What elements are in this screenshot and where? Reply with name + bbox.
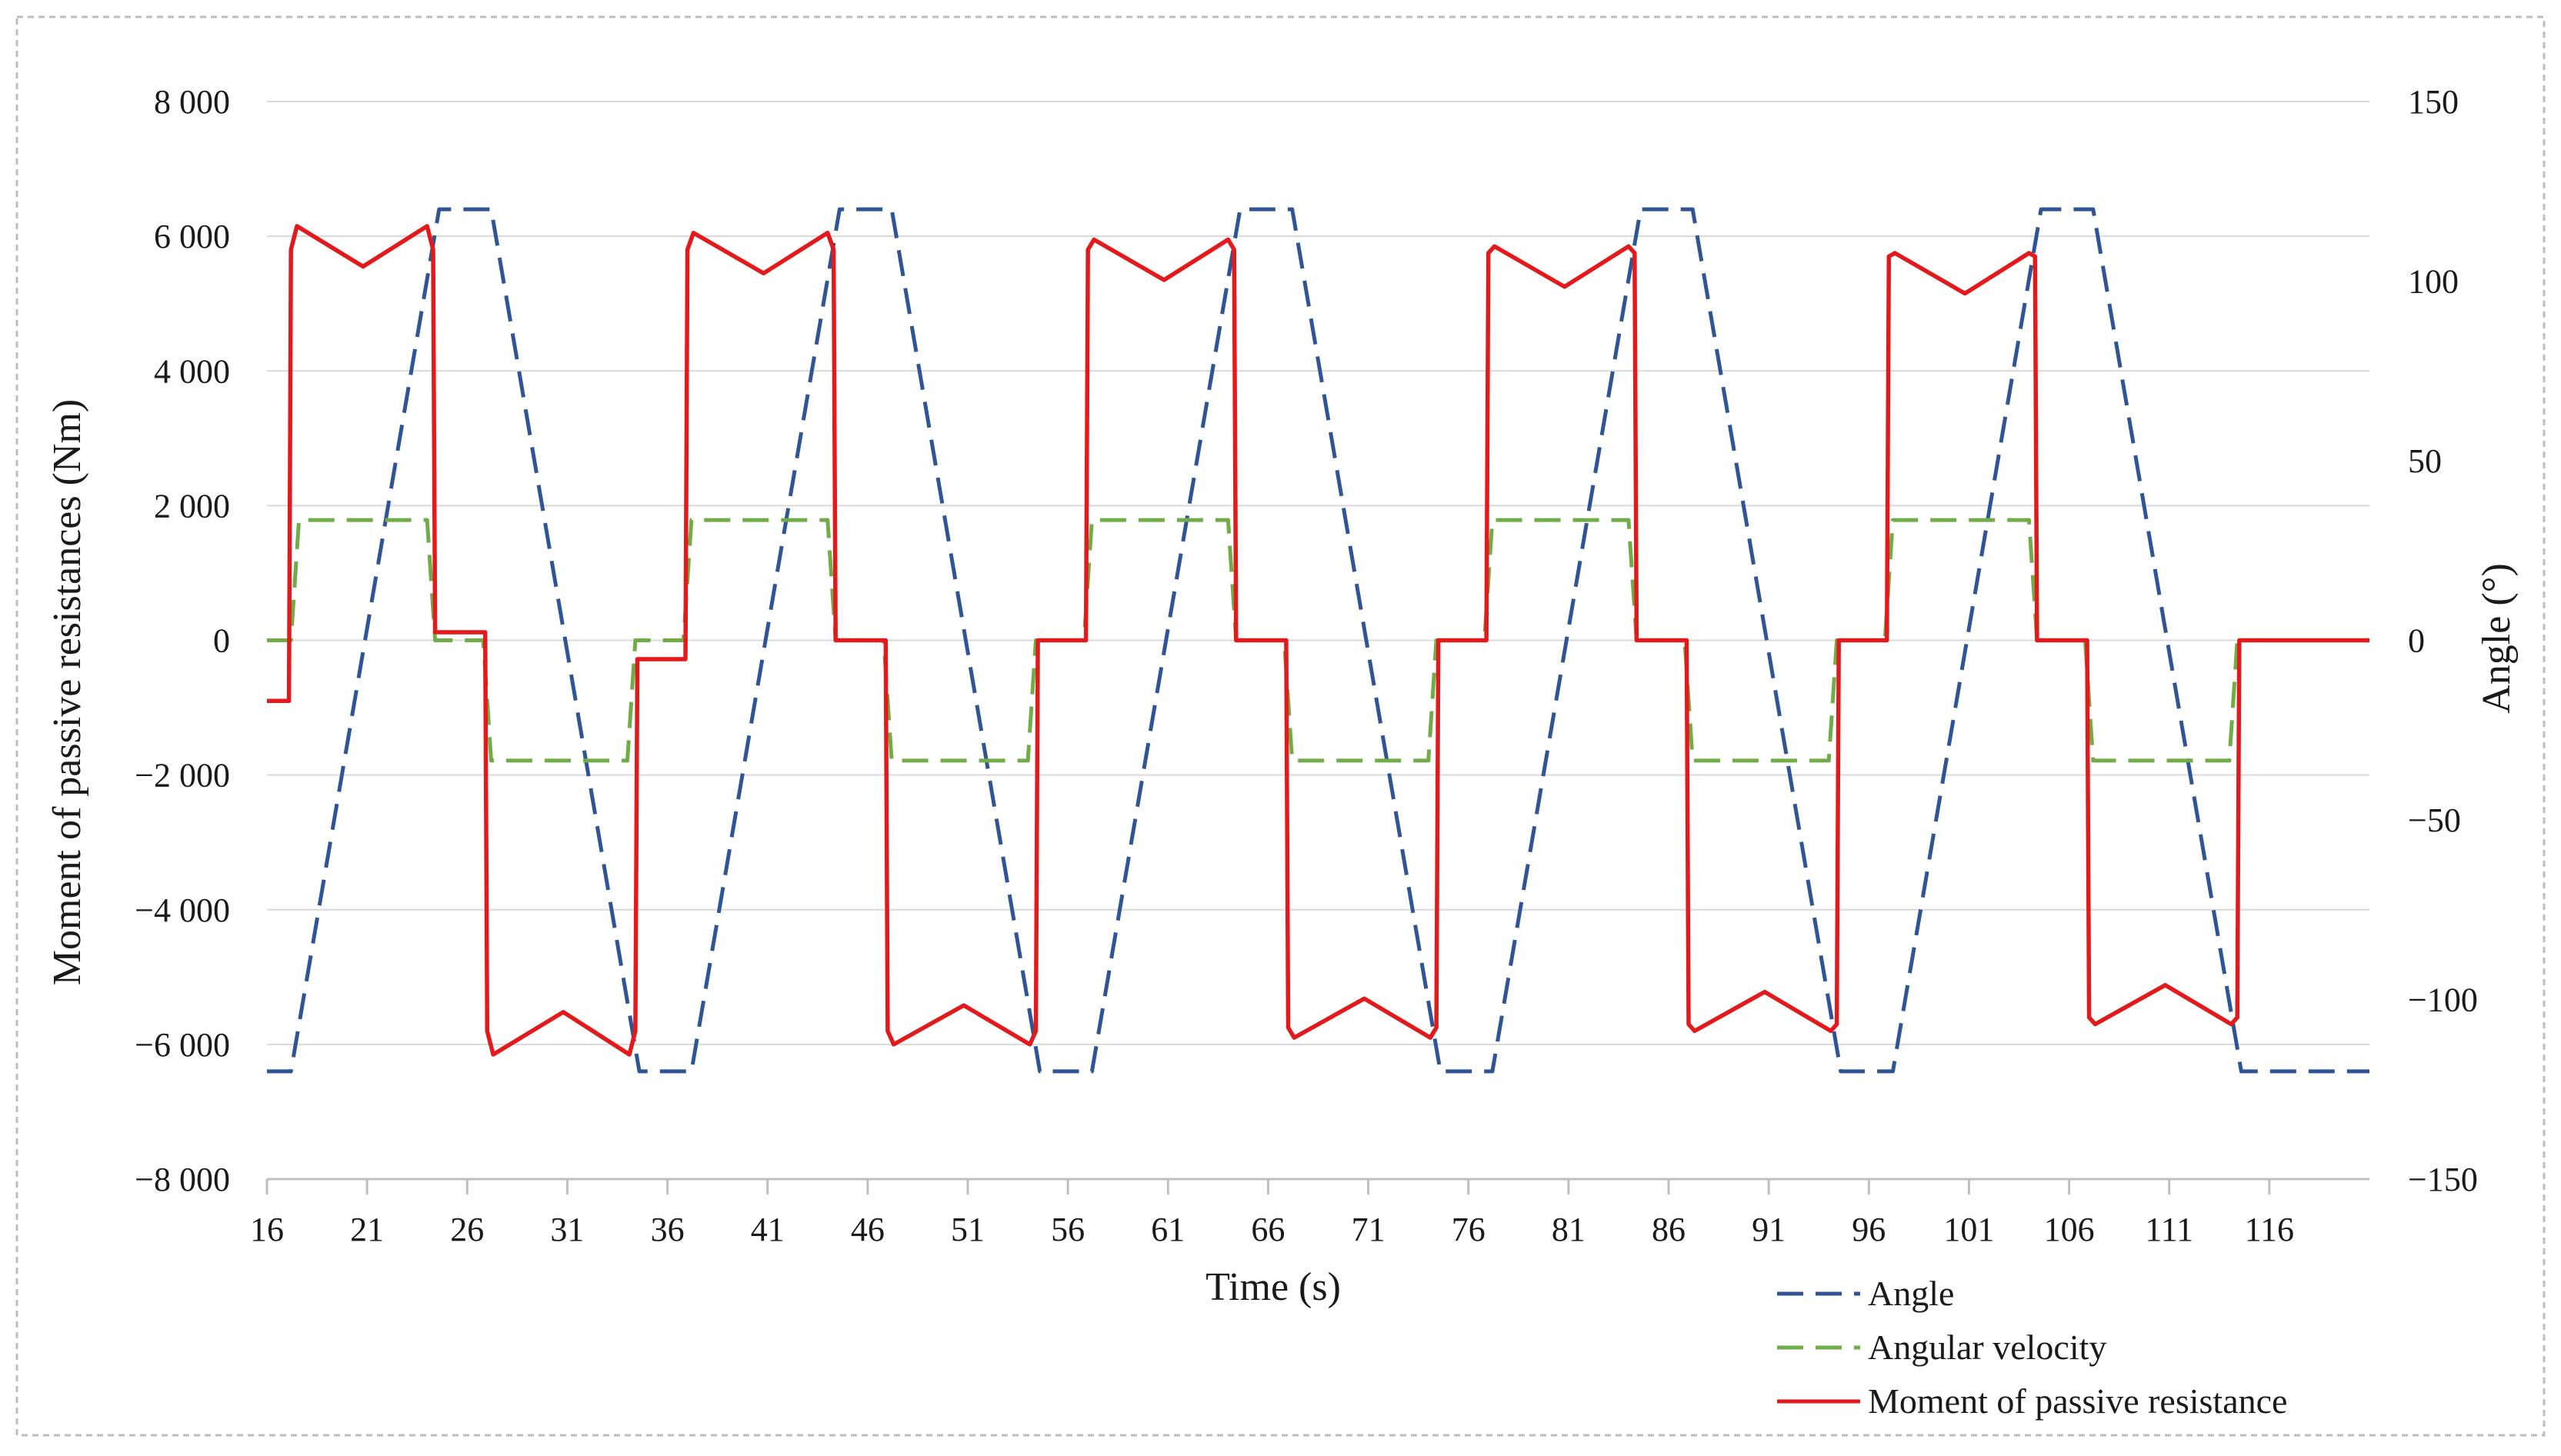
x-tick-label: 16: [250, 1211, 284, 1248]
legend: Angle Angular velocity Moment of passive…: [1777, 1274, 2287, 1421]
x-tick-label: 106: [2044, 1211, 2095, 1248]
y-right-tick-label: 0: [2408, 622, 2425, 660]
legend-angle-label: Angle: [1868, 1274, 1954, 1313]
y-right-tick-label: 50: [2408, 442, 2442, 480]
y-left-tick-label: −2 000: [135, 757, 230, 795]
x-tick-label: 116: [2245, 1211, 2294, 1248]
y-left-tick-label: −8 000: [135, 1161, 230, 1198]
y-right-tick-label: −50: [2408, 801, 2461, 839]
series-layer: [267, 207, 2369, 1074]
axis-layer: 8 000 6 000 4 000 2 000 0 −2 000 −4 000 −6 000 −…: [135, 83, 2478, 1248]
x-tick-label: 46: [851, 1211, 885, 1248]
y-left-tick-label: 6 000: [154, 218, 230, 255]
y-right-tick-label: 100: [2408, 263, 2459, 301]
y-left-tick-label: 2 000: [154, 487, 230, 525]
x-tick-label: 36: [651, 1211, 685, 1248]
x-tick-label: 56: [1051, 1211, 1085, 1248]
x-axis-title: Time (s): [1205, 1265, 1341, 1309]
x-tick-label: 71: [1352, 1211, 1386, 1248]
y-right-tick-label: −100: [2408, 981, 2478, 1019]
chart-border: [15, 15, 2546, 1437]
x-tick-label: 31: [550, 1211, 584, 1248]
x-tick-label: 61: [1151, 1211, 1185, 1248]
angle-series-line: [267, 207, 2369, 1074]
y-left-tick-label: 8 000: [154, 83, 230, 121]
x-tick-label: 101: [1943, 1211, 1994, 1248]
y-axis-left-title: Moment of passive resistances (Nm): [45, 399, 89, 985]
y-right-tick-label: −150: [2408, 1161, 2478, 1198]
y-left-tick-label: −4 000: [135, 891, 230, 929]
moment-of-passive-resistance-series-line: [267, 224, 2369, 1057]
y-left-tick-label: 4 000: [154, 352, 230, 390]
legend-angular-velocity-label: Angular velocity: [1868, 1328, 2106, 1367]
y-left-tick-label: 0: [213, 622, 230, 660]
x-tick-label: 21: [350, 1211, 384, 1248]
y-left-tick-label: −6 000: [135, 1026, 230, 1064]
y-axis-right-title: Angle (°): [2475, 563, 2519, 714]
x-tick-label: 81: [1552, 1211, 1586, 1248]
y-right-tick-label: 150: [2408, 83, 2459, 121]
x-tick-label: 41: [751, 1211, 785, 1248]
x-tick-label: 51: [951, 1211, 985, 1248]
x-tick-label: 91: [1752, 1211, 1786, 1248]
x-tick-label: 26: [450, 1211, 484, 1248]
x-tick-label: 96: [1852, 1211, 1886, 1248]
x-tick-label: 111: [2145, 1211, 2193, 1248]
x-tick-label: 86: [1652, 1211, 1686, 1248]
x-tick-label: 76: [1452, 1211, 1486, 1248]
legend-moment-label: Moment of passive resistance: [1868, 1381, 2287, 1421]
x-tick-label: 66: [1251, 1211, 1285, 1248]
